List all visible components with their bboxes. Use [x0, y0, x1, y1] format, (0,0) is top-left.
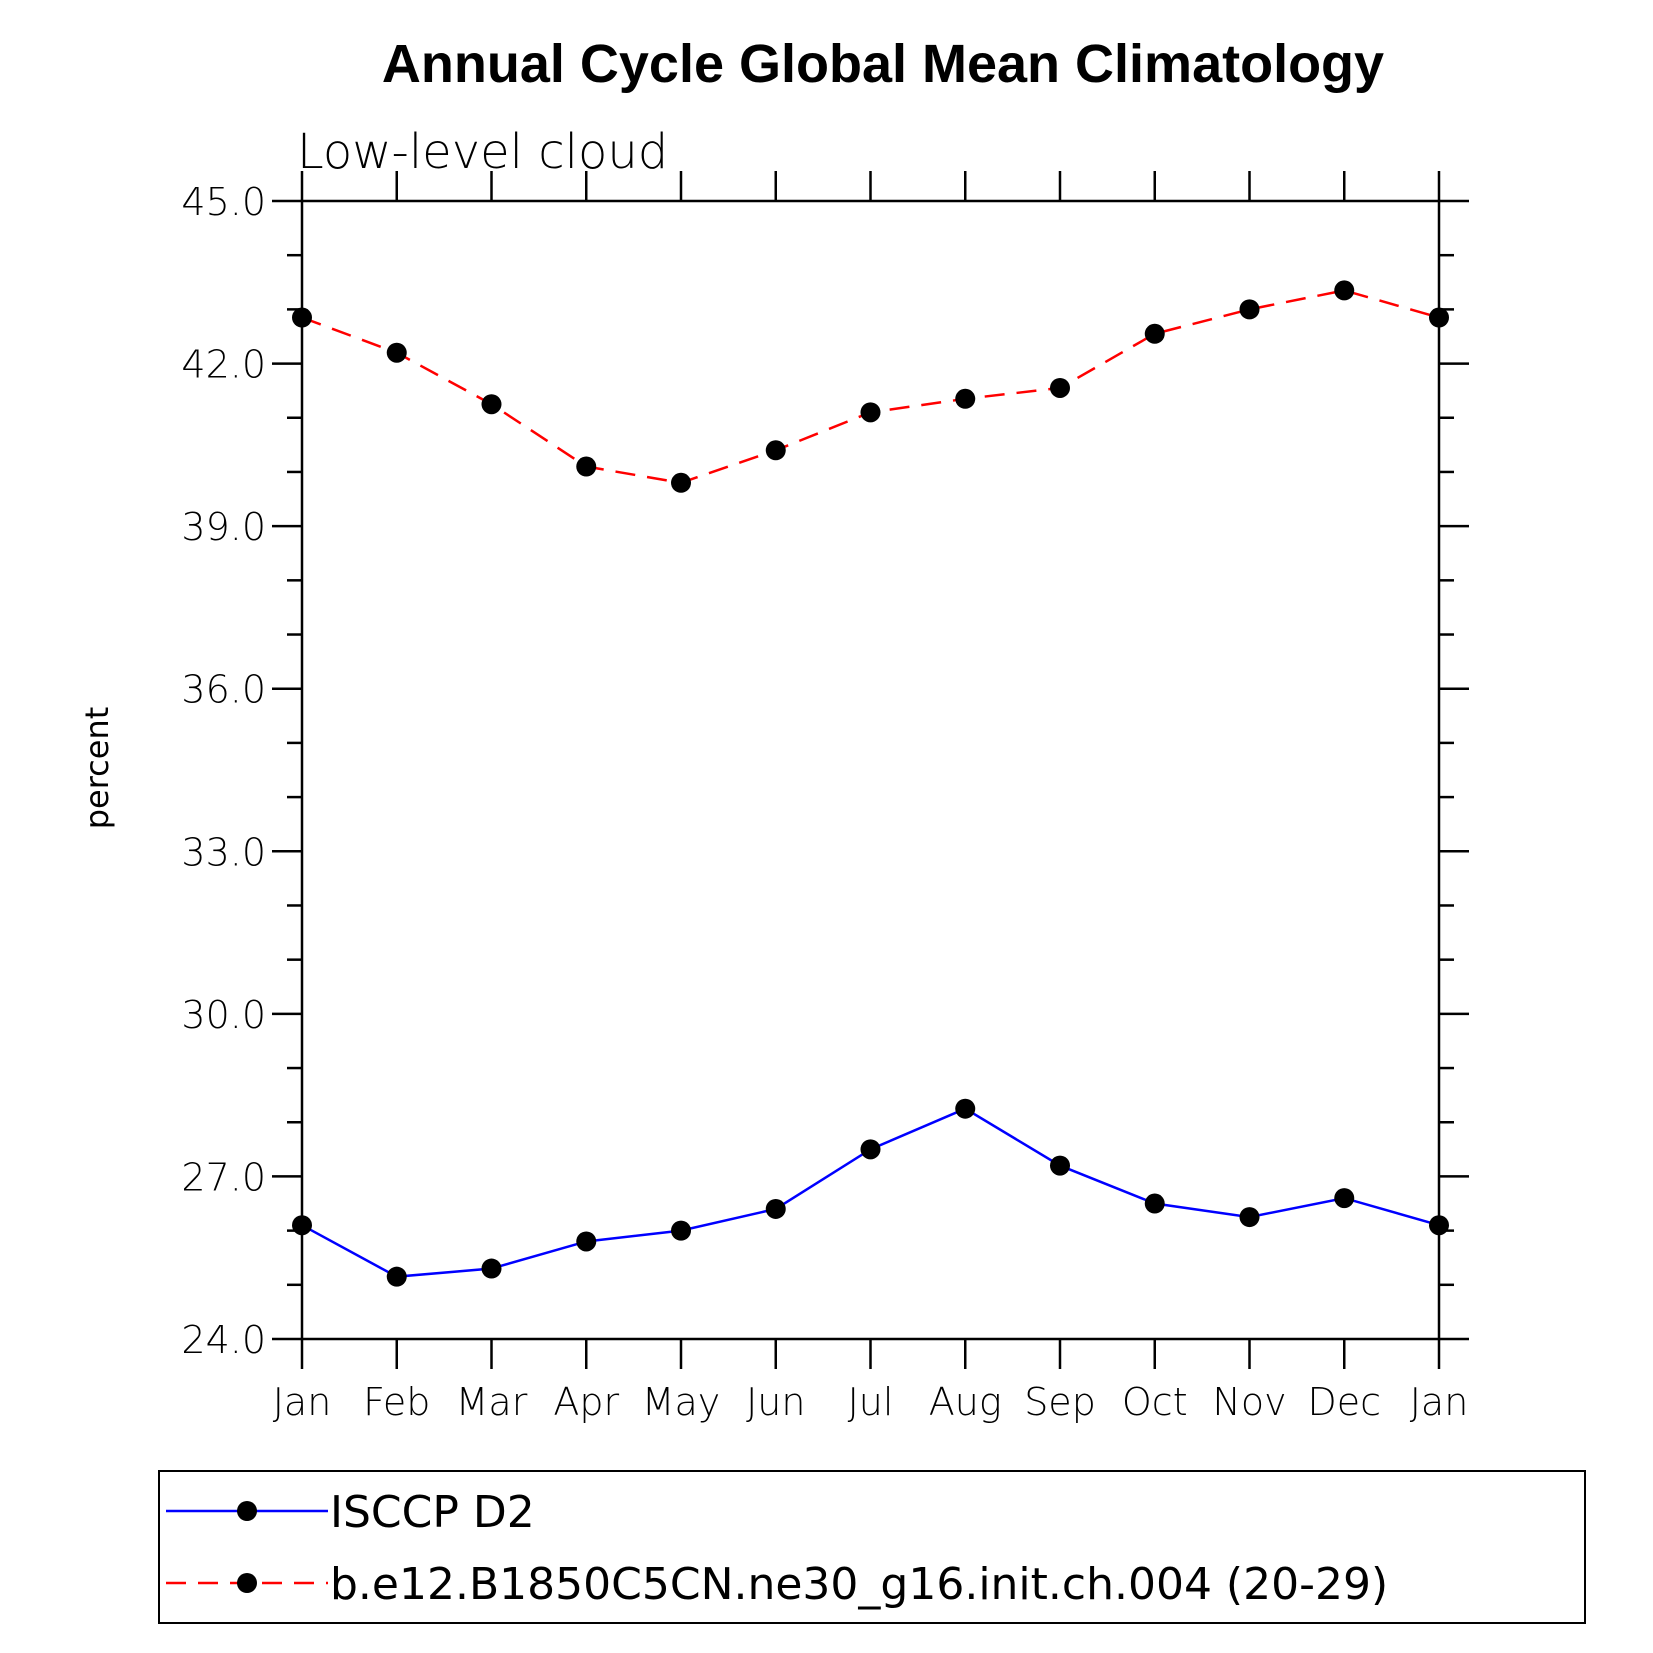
x-tick-labels: Jan Feb Mar Apr May Jun Jul Aug Sep Oct Nov Dec Jan: [273, 1380, 1469, 1424]
chart-title: Annual Cycle Global Mean Climatology: [382, 34, 1384, 94]
x-tick-label: Sep: [1024, 1380, 1096, 1424]
legend-label: ISCCP D2: [330, 1487, 535, 1538]
data-point: [386, 1266, 407, 1287]
x-tick-label: Jan: [1410, 1380, 1469, 1424]
x-tick-label: Jan: [273, 1380, 332, 1424]
data-point: [1429, 1215, 1449, 1236]
data-point: [576, 456, 597, 477]
x-tick-label: Apr: [553, 1380, 619, 1424]
x-tick-label: Jun: [746, 1380, 805, 1424]
legend-marker: [237, 1501, 257, 1521]
data-point: [1050, 377, 1070, 398]
y-tick-label: 30.0: [181, 993, 266, 1037]
x-tick-label: May: [642, 1380, 721, 1424]
data-point: [955, 388, 976, 409]
data-point: [1144, 1193, 1165, 1214]
series-line: [301, 1107, 1440, 1278]
data-point: [860, 1139, 881, 1160]
x-tick-label: Oct: [1122, 1380, 1188, 1424]
x-tick-label: Nov: [1212, 1380, 1286, 1424]
legend-item: b.e12.B1850C5CN.ne30_g16.init.ch.004 (20…: [166, 1559, 1388, 1610]
y-tick-label: 45.0: [181, 180, 266, 224]
y-tick-label: 36.0: [181, 668, 266, 712]
data-point: [765, 1198, 786, 1219]
data-point: [386, 342, 407, 363]
y-tick-label: 24.0: [181, 1318, 266, 1362]
x-tick-label: Aug: [929, 1380, 1002, 1424]
data-point: [1334, 280, 1355, 301]
data-point: [1334, 1188, 1355, 1209]
data-point: [671, 472, 691, 493]
series-layer: [292, 280, 1449, 1287]
chart-subtitle: Low-level cloud: [297, 124, 668, 180]
y-axis-label: percent: [78, 707, 116, 830]
series-2: [292, 280, 1449, 493]
data-point: [1429, 307, 1449, 328]
y-tick-label: 39.0: [181, 505, 266, 549]
series-line: [301, 289, 1440, 485]
y-tick-label: 27.0: [181, 1155, 266, 1199]
data-point: [1050, 1155, 1070, 1176]
x-tick-label: Feb: [363, 1380, 430, 1424]
data-point: [481, 394, 502, 415]
y-tick-labels: 24.0 27.0 30.0 33.0 36.0 39.0 42.0 45.0: [181, 180, 266, 1362]
legend-item: ISCCP D2: [166, 1487, 535, 1538]
data-point: [1144, 323, 1165, 344]
legend: ISCCP D2 b.e12.B1850C5CN.ne30_g16.init.ch…: [166, 1487, 1388, 1610]
y-tick-label: 42.0: [181, 343, 266, 387]
data-point: [292, 307, 312, 328]
legend-box: [158, 1470, 1586, 1624]
legend-label: b.e12.B1850C5CN.ne30_g16.init.ch.004 (20…: [330, 1559, 1388, 1610]
x-tick-label: Mar: [456, 1380, 528, 1424]
y-tick-label: 33.0: [181, 830, 266, 874]
axis-ticks: [272, 171, 1469, 1369]
data-point: [860, 402, 881, 423]
data-point: [576, 1231, 597, 1252]
series-1: [292, 1098, 1449, 1287]
data-point: [671, 1220, 691, 1241]
data-point: [955, 1098, 976, 1119]
legend-marker: [237, 1573, 257, 1593]
x-tick-label: Jul: [848, 1380, 894, 1424]
data-point: [765, 440, 786, 461]
x-tick-label: Dec: [1307, 1380, 1381, 1424]
plot-frame: [300, 199, 1441, 1341]
data-point: [1239, 299, 1260, 320]
data-point: [292, 1215, 312, 1236]
data-point: [481, 1258, 502, 1279]
data-point: [1239, 1207, 1260, 1228]
